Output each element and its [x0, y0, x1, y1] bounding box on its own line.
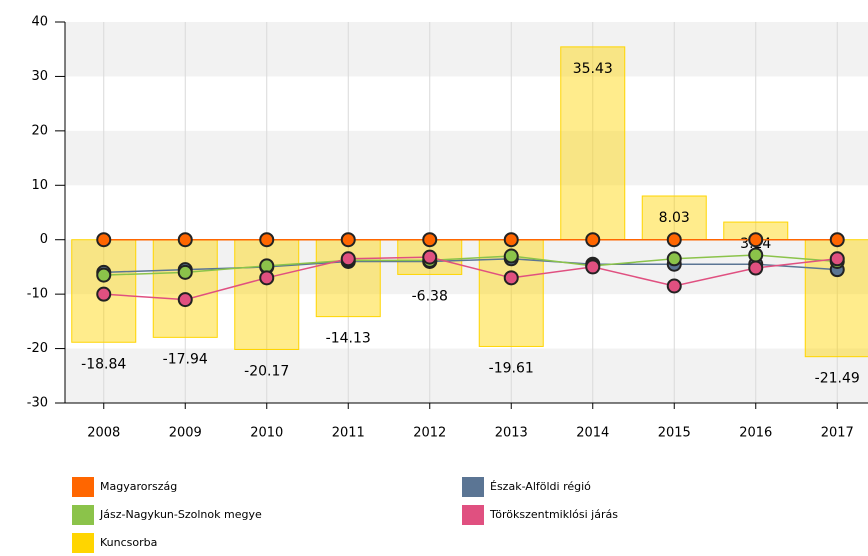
point — [422, 232, 438, 248]
bars: -18.84 -17.94 -20.17 -14.13 -6.38 -19.61 35.43… — [71, 46, 868, 387]
point — [829, 232, 845, 248]
legend-label: Magyarország — [100, 480, 177, 493]
legend-swatch — [462, 477, 484, 497]
bar — [152, 239, 218, 338]
data-label: -21.49 — [815, 371, 860, 387]
data-label: -19.61 — [489, 360, 534, 376]
x-tick-label: 2008 — [87, 426, 120, 441]
legend-label: Jász-Nagykun-Szolnok megye — [99, 508, 262, 521]
point — [585, 232, 601, 248]
point — [96, 232, 112, 248]
legend-swatch — [72, 477, 94, 497]
point — [748, 232, 764, 248]
legend: Magyarország Észak-Alföldi régió Jász-Nagy… — [72, 477, 618, 553]
x-tick-label: 2011 — [332, 426, 365, 441]
y-tick-label: -10 — [27, 287, 48, 302]
data-label: 35.43 — [573, 61, 613, 77]
legend-swatch — [72, 533, 94, 553]
point — [259, 232, 275, 248]
y-tick-label: -30 — [27, 396, 48, 411]
y-tick-label: -20 — [27, 341, 48, 356]
legend-swatch — [462, 505, 484, 525]
y-tick-label: 10 — [31, 178, 48, 193]
point — [748, 247, 764, 263]
x-tick-label: 2015 — [658, 426, 691, 441]
legend-label: Törökszentmiklósi járás — [489, 508, 618, 521]
data-label: 8.03 — [659, 210, 690, 226]
point — [503, 248, 519, 264]
grid-band — [65, 130, 868, 186]
point — [340, 232, 356, 248]
point — [177, 264, 193, 280]
point — [177, 292, 193, 308]
bar — [315, 239, 381, 318]
data-label: -6.38 — [412, 288, 448, 304]
point — [96, 286, 112, 302]
x-tick-label: 2016 — [739, 426, 772, 441]
y-tick-label: 30 — [31, 69, 48, 84]
x-tick-label: 2009 — [169, 426, 202, 441]
data-label: -14.13 — [326, 331, 371, 347]
point — [666, 232, 682, 248]
data-label: -17.94 — [163, 351, 208, 367]
point — [829, 251, 845, 267]
point — [503, 270, 519, 286]
x-tick-label: 2014 — [576, 426, 609, 441]
series-line — [103, 256, 838, 301]
point — [666, 251, 682, 267]
grid — [65, 22, 868, 403]
grid-band — [65, 22, 868, 77]
y-tick-label: 20 — [31, 123, 48, 138]
bar — [234, 239, 300, 350]
point — [177, 232, 193, 248]
top-line — [96, 232, 845, 248]
legend-swatch — [72, 505, 94, 525]
legend-label: Kuncsorba — [100, 536, 157, 549]
point — [96, 267, 112, 283]
point — [259, 270, 275, 286]
point — [340, 251, 356, 267]
x-tick-label: 2012 — [413, 426, 446, 441]
x-tick-label: 2010 — [250, 426, 283, 441]
axes: -30 -20 -10 0 10 20 30 40 2008 2009 2010 2011 2012 20… — [27, 15, 868, 441]
legend-label: Észak-Alföldi régió — [490, 480, 591, 493]
data-label: -20.17 — [244, 363, 289, 379]
x-tick-label: 2013 — [495, 426, 528, 441]
x-tick-label: 2017 — [821, 426, 854, 441]
point — [503, 232, 519, 248]
point — [748, 260, 764, 276]
series-line — [103, 258, 838, 274]
y-tick-label: 0 — [40, 232, 48, 247]
lines — [96, 247, 845, 308]
point — [422, 249, 438, 265]
grid-band — [65, 348, 868, 403]
point — [585, 259, 601, 275]
point — [666, 278, 682, 294]
series-line — [103, 254, 838, 276]
data-label: -18.84 — [81, 356, 126, 372]
bar — [560, 46, 626, 241]
y-tick-label: 40 — [31, 15, 48, 30]
